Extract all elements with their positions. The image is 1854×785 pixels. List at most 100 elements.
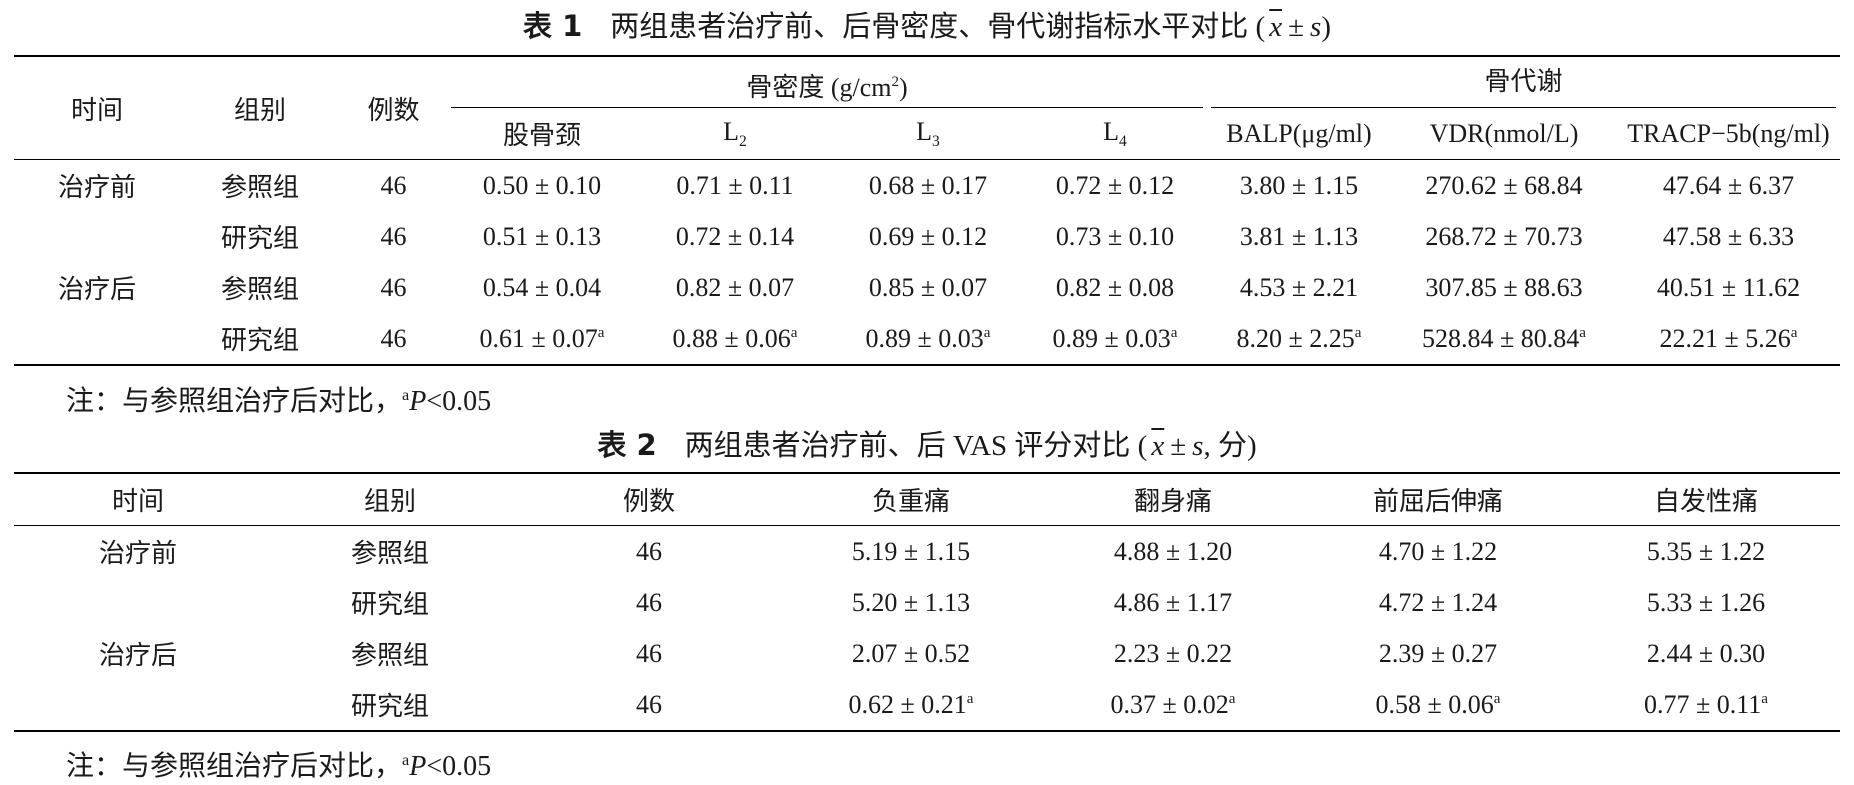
header-cell: 股骨颈 [447,108,637,160]
cell-text: 0.50 ± 0.10 [482,170,602,200]
value-cell: 0.50 ± 0.10 [447,160,637,212]
time-cell [14,577,262,628]
data-row: 治疗后 参照组 46 2.07 ± 0.52 2.23 ± 0.22 2.39 ± 0.2… [14,628,1840,679]
stat-sd: s [1192,430,1204,462]
group-cell: 参照组 [220,173,299,202]
cell-text: 2.23 ± 0.22 [1113,638,1233,668]
cell-text: 4.53 ± 2.21 [1239,272,1359,302]
cell-text: 股骨颈 [502,121,581,150]
cell-text: 4.70 ± 1.22 [1378,536,1498,566]
data-row: 研究组 46 0.51 ± 0.13 0.72 ± 0.14 0.69 ± 0.12 0.… [14,211,1840,262]
value-cell: 0.88 ± 0.06a [637,313,833,365]
value-cell: 528.84 ± 80.84a [1391,313,1617,365]
header-cell: 时间 [14,56,180,160]
cell-text: 22.21 ± 5.26 [1659,323,1791,353]
value-cell: 0.73 ± 0.10 [1023,211,1207,262]
cell-text: 4.88 ± 1.20 [1113,536,1233,566]
cell-text: 0.61 ± 0.07 [479,323,598,353]
n-cell: 46 [380,221,407,251]
time-cell: 治疗前 [14,160,180,212]
value-cell: 0.51 ± 0.13 [447,211,637,262]
value-cell: 0.68 ± 0.17 [833,160,1023,212]
cell-text: 47.58 ± 6.33 [1662,221,1795,251]
value-cell: 4.88 ± 1.20 [1042,526,1304,578]
n-cell: 46 [380,323,407,353]
value-cell: 2.39 ± 0.27 [1304,628,1572,679]
cell-text: 5.33 ± 1.26 [1646,587,1766,617]
time-cell: 治疗后 [14,628,262,679]
time-cell [14,679,262,731]
cell-text: TRACP−5b(ng/ml) [1627,118,1830,148]
value-cell: 8.20 ± 2.25a [1207,313,1391,365]
header-cell: 例数 [518,473,780,526]
n-cell: 46 [636,536,662,566]
cell-text: VDR(nmol/L) [1429,118,1579,148]
stat-mean: x [1151,430,1165,462]
cell-text: 5.19 ± 1.15 [851,536,971,566]
cell-text: 0.88 ± 0.06 [672,323,791,353]
value-cell: 0.62 ± 0.21a [780,679,1042,731]
value-cell: 0.77 ± 0.11a [1572,679,1840,731]
superscript: a [1761,690,1768,707]
superscript: a [1354,324,1362,341]
cell-text: 4.86 ± 1.17 [1113,587,1233,617]
stat-paren: ) [1321,11,1331,43]
header-row: 股骨颈 L2 L3 L4 BALP(μg/ml) VDR(nmol/L) TRACP−5b(… [14,108,1840,160]
value-cell: 0.89 ± 0.03a [833,313,1023,365]
header-cell: L4 [1023,108,1207,160]
time-cell: 治疗前 [14,526,262,578]
cell-text: 268.72 ± 70.73 [1425,221,1583,251]
value-cell: 4.86 ± 1.17 [1042,577,1304,628]
cell-text: 0.89 ± 0.03 [865,323,984,353]
header-cell: BALP(μg/ml) [1207,108,1391,160]
table: 时间 组别 例数 负重痛 翻身痛 前屈后伸痛 自发性痛 治疗前 参照组 46 5.19 ± 1.15… [14,472,1840,732]
note-text: 注：与参照组治疗后对比， [66,751,403,782]
header-cell: 骨代谢 [1207,56,1840,108]
note-text: <0.05 [426,751,492,782]
cell-text: 40.51 ± 11.62 [1656,272,1801,302]
superscript: a [966,690,974,707]
cell-text: 治疗后 [57,275,136,304]
cell-text: 4.72 ± 1.24 [1378,587,1498,617]
n-cell: 46 [380,272,407,302]
group-cell: 研究组 [350,590,429,619]
header-cell: 例数 [340,56,447,160]
cell-text: 0.73 ± 0.10 [1055,221,1175,251]
cell-text: 8.20 ± 2.25 [1236,323,1355,353]
value-cell: 47.64 ± 6.37 [1617,160,1840,212]
value-cell: 0.61 ± 0.07a [447,313,637,365]
n-cell: 46 [636,689,662,719]
cell-text: 治疗后 [98,641,177,670]
header-cell: TRACP−5b(ng/ml) [1617,108,1840,160]
stat-paren: ( [1255,11,1266,43]
time-cell [14,313,180,365]
header-cell: VDR(nmol/L) [1391,108,1617,160]
value-cell: 0.37 ± 0.02a [1042,679,1304,731]
table-label: 表 2 [597,428,657,462]
superscript: a [1170,324,1178,341]
value-cell: 0.54 ± 0.04 [447,262,637,313]
cell-text: 0.58 ± 0.06 [1375,689,1494,719]
subscript: 4 [1119,132,1127,150]
cell-text: 0.85 ± 0.07 [868,272,988,302]
table-note: 注：与参照组治疗后对比，aP<0.05 [66,377,491,420]
value-cell: 4.53 ± 2.21 [1207,262,1391,313]
table: 时间 组别 例数 骨密度 (g/cm2) 骨代谢 股骨颈 L2 L3 L4 BALP(μg/ml)… [14,55,1840,366]
table-title: 表 2 两组患者治疗前、后 VAS 评分对比 (x ± s, 分) [0,425,1854,466]
header-cell: 翻身痛 [1042,473,1304,526]
cell-text: 3.80 ± 1.15 [1239,170,1359,200]
cell-text: 治疗前 [98,539,177,568]
value-cell: 5.19 ± 1.15 [780,526,1042,578]
superscript: a [402,751,410,769]
group-cell: 参照组 [350,539,429,568]
title-text: 两组患者治疗前、后骨密度、骨代谢指标水平对比 [610,11,1249,43]
value-cell: 4.70 ± 1.22 [1304,526,1572,578]
cell-text: 0.68 ± 0.17 [868,170,988,200]
header-cell: L2 [637,108,833,160]
group-cell: 参照组 [350,641,429,670]
cell-text: 0.69 ± 0.12 [868,221,988,251]
cell-text: 骨密度 (g/cm [746,73,892,102]
stat-sd: s [1310,11,1322,43]
value-cell: 3.80 ± 1.15 [1207,160,1391,212]
cell-text: 5.20 ± 1.13 [851,587,971,617]
